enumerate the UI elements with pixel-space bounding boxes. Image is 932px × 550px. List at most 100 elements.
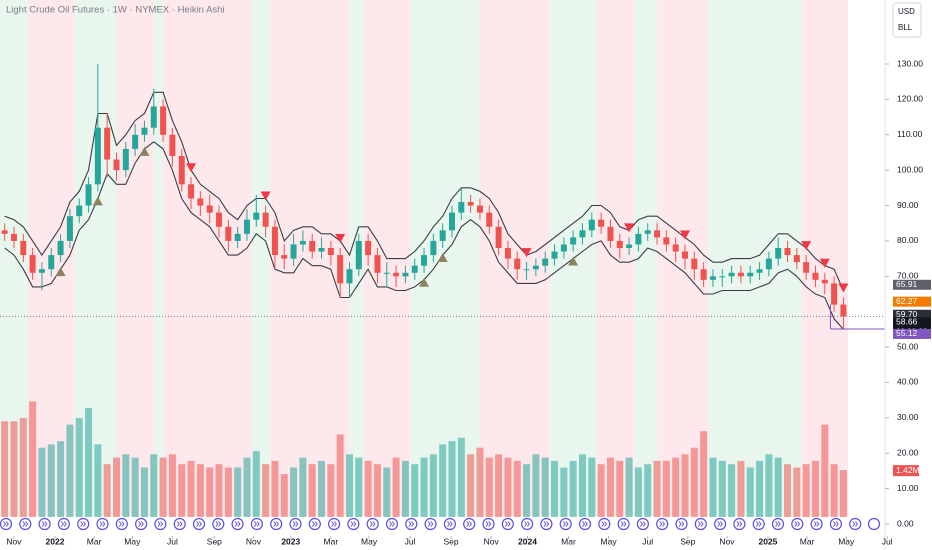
candle-body: [439, 230, 446, 241]
event-icon-glyph: [157, 521, 164, 527]
event-icon-glyph: [234, 521, 241, 527]
volume-label: 1.42M: [896, 465, 920, 475]
event-icon-glyph: [717, 521, 723, 527]
event-icon-glyph: [350, 521, 357, 527]
candle-body: [85, 184, 92, 206]
candle-body: [281, 255, 288, 259]
event-icon-glyph: [41, 521, 48, 527]
volume-bar: [178, 464, 186, 517]
x-tick-label: May: [601, 536, 618, 546]
volume-bar: [644, 464, 652, 517]
event-icon-glyph: [427, 521, 434, 527]
volume-bar: [168, 454, 176, 517]
currency[interactable]: USD: [898, 7, 915, 16]
candle-body: [337, 255, 344, 284]
candle-body: [551, 251, 558, 259]
sell-signal: [260, 191, 271, 201]
x-tick-label: 2022: [46, 536, 65, 546]
regime-band: [708, 0, 802, 516]
event-icon-glyph: [833, 521, 839, 527]
sell-signal: [335, 234, 346, 243]
event-icon-glyph: [813, 521, 820, 527]
candle-body: [141, 127, 148, 135]
volume-bar: [476, 447, 484, 517]
candle-body: [48, 255, 55, 270]
candle-body: [94, 127, 101, 185]
volume-bar: [513, 460, 521, 517]
candle-body: [747, 272, 754, 277]
price-label-box: [893, 296, 931, 307]
volume-bar: [467, 454, 475, 517]
event-icon-glyph: [794, 521, 801, 527]
event-icon-glyph: [582, 521, 588, 527]
candle-body: [598, 219, 605, 227]
volume-bar: [541, 457, 549, 517]
upper-band: [4, 91, 844, 291]
price-layer: [0, 64, 885, 330]
sell-signal: [801, 241, 812, 251]
x-tick-label: 2025: [758, 536, 777, 546]
candle-body: [169, 134, 176, 156]
volume-bar: [439, 444, 447, 517]
candle-body: [672, 244, 679, 252]
x-tick-label: Mar: [800, 536, 815, 546]
candle-body: [271, 226, 278, 256]
x-tick-label: Nov: [6, 536, 22, 546]
x-tick-label: 2024: [518, 536, 537, 546]
event-icon[interactable]: [867, 517, 881, 531]
sell-signal: [186, 163, 197, 173]
candle-body: [253, 212, 260, 220]
volume-bar: [411, 464, 419, 517]
candle-body: [476, 205, 483, 213]
candle-body: [290, 244, 297, 259]
candle-body: [831, 283, 838, 305]
volume-bar: [700, 431, 708, 517]
volume-bar: [262, 464, 270, 517]
candle-body: [197, 198, 204, 206]
x-tick-label: Nov: [484, 536, 500, 546]
candle-body: [700, 269, 707, 280]
x-tick-label: Mar: [324, 536, 339, 546]
volume-bar: [653, 460, 661, 517]
volume-bar: [234, 467, 242, 517]
volume-bar: [523, 464, 531, 517]
candle-body: [691, 258, 698, 270]
candle-body: [756, 269, 763, 273]
volume-bar: [47, 444, 55, 517]
regime-band: [479, 0, 550, 516]
sell-signal: [838, 283, 849, 293]
event-icon-glyph: [447, 521, 453, 527]
event-icons: [0, 517, 881, 531]
regime-band: [116, 0, 154, 516]
candle-body: [421, 255, 428, 266]
volume-bar: [392, 457, 400, 517]
volume-layer: [1, 401, 847, 517]
candle-body: [523, 269, 530, 271]
volume-bar: [103, 464, 111, 517]
candle-body: [803, 262, 810, 273]
volume-bar: [112, 457, 120, 517]
candle-body: [644, 230, 651, 234]
volume-bar: [131, 457, 139, 517]
volume-bar: [150, 454, 158, 517]
volume-bar: [765, 454, 773, 517]
unit[interactable]: BLL: [898, 23, 913, 32]
event-icon-glyph: [99, 521, 106, 527]
volume-bar: [560, 467, 568, 517]
volume-bar: [681, 454, 689, 517]
event-icon-glyph: [389, 521, 395, 527]
volume-bar: [364, 460, 372, 517]
sell-signal: [679, 230, 690, 240]
event-icon-glyph: [466, 521, 473, 527]
volume-bar: [448, 441, 456, 517]
volume-bar: [85, 408, 93, 517]
candle-body: [104, 127, 111, 160]
volume-bar: [373, 464, 381, 517]
candle-body: [309, 240, 316, 252]
y-tick-label: 30.00: [897, 412, 919, 422]
event-icon-glyph: [254, 521, 260, 527]
x-tick-label: May: [361, 536, 378, 546]
buy-signal: [92, 196, 103, 206]
event-icon-glyph: [80, 521, 87, 527]
currency-box[interactable]: [892, 2, 922, 38]
